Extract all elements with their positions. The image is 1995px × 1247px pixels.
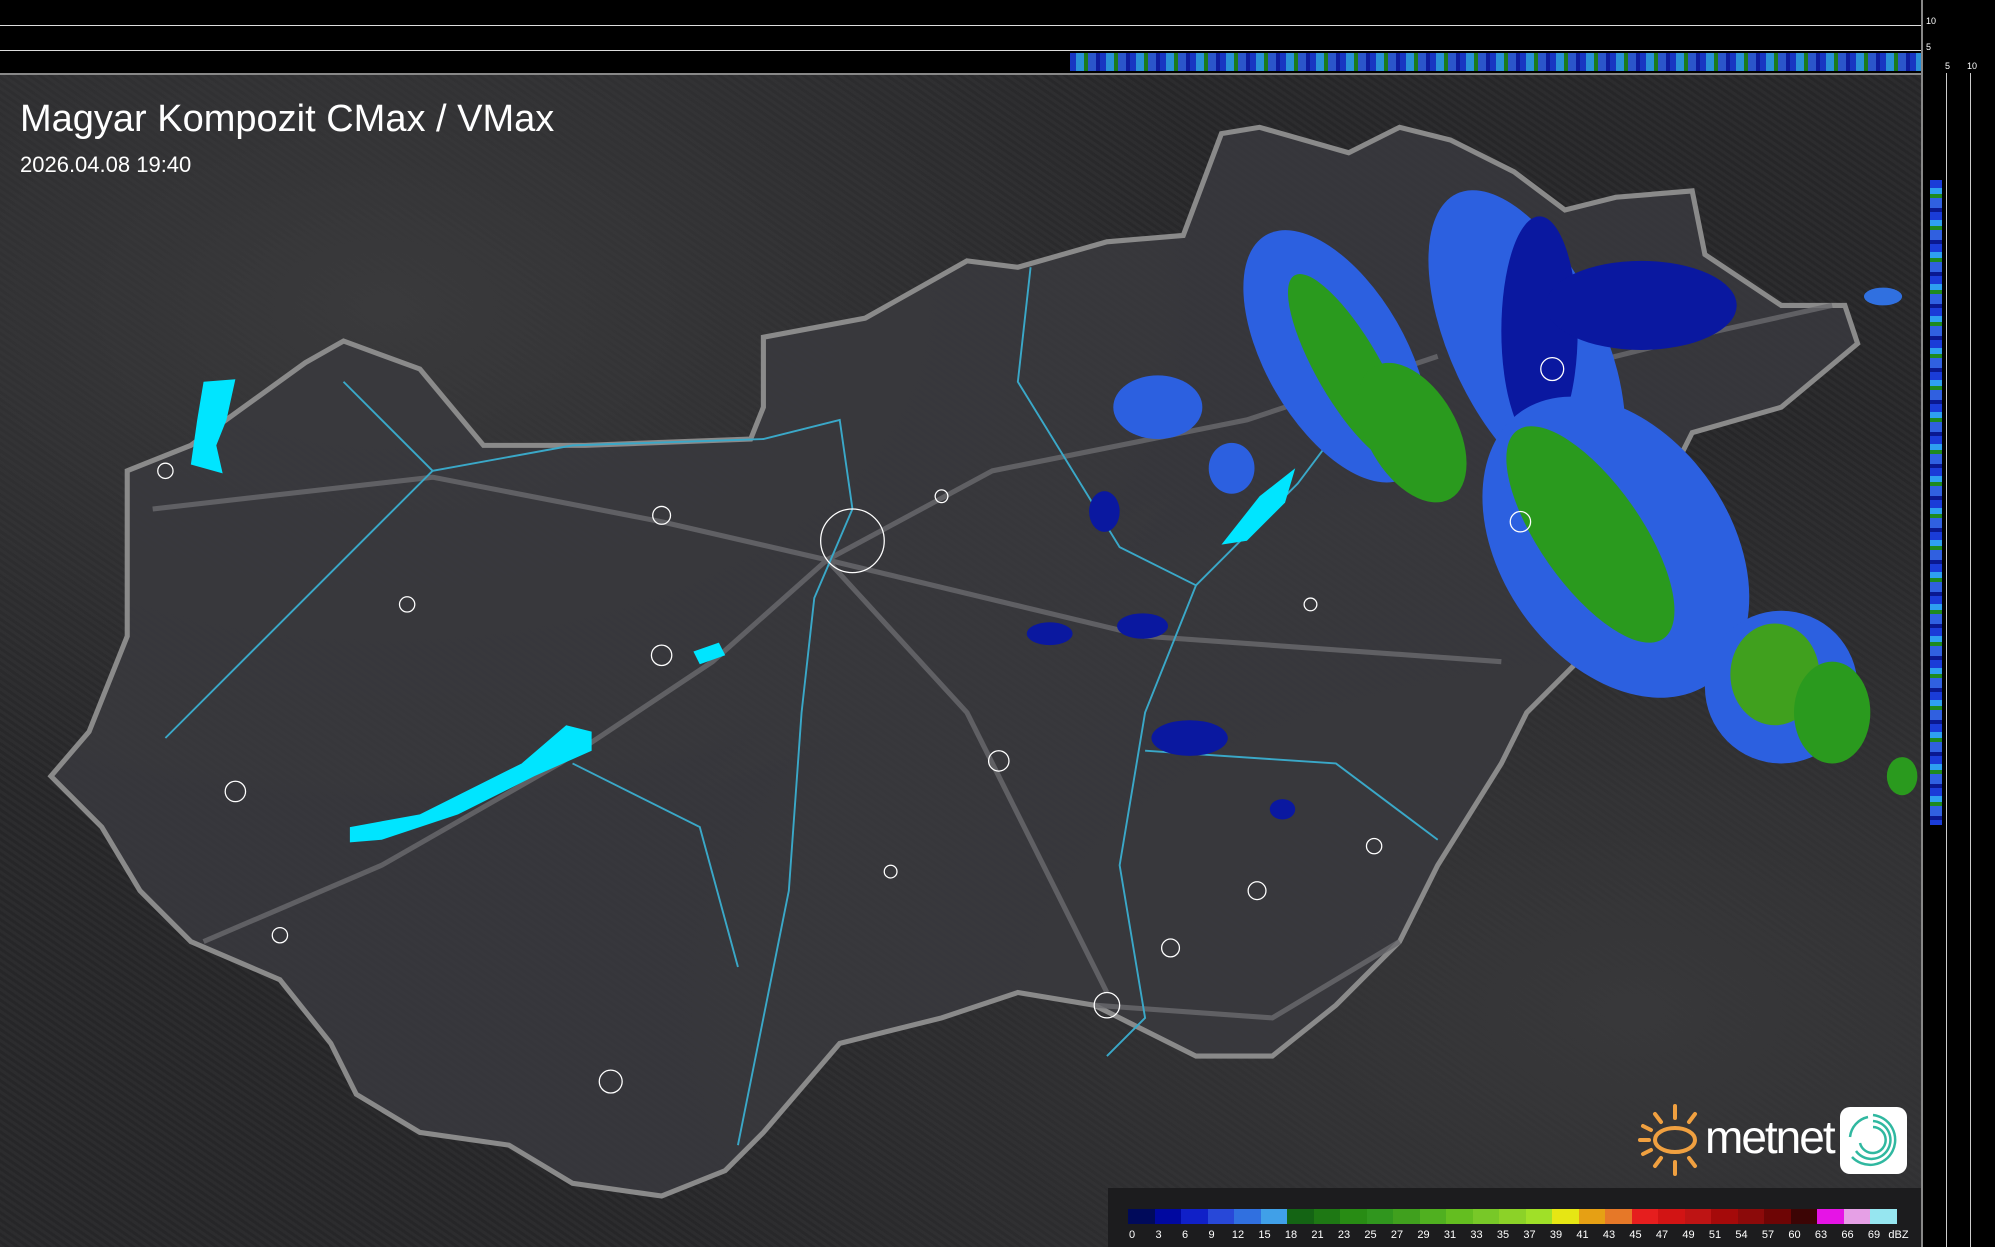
tick-label-5: 5 [1926, 42, 1932, 52]
map-timestamp: 2026.04.08 19:40 [20, 152, 192, 177]
legend-label: 3 [1155, 1229, 1162, 1241]
metnet-app-icon [1840, 1107, 1907, 1174]
gridline-10 [0, 25, 1921, 26]
lake-neusiedl [190, 379, 236, 474]
legend-unit: dBZ [1888, 1229, 1909, 1241]
legend-swatch [1234, 1209, 1261, 1224]
legend-label: 9 [1208, 1229, 1215, 1241]
legend-label: 33 [1470, 1229, 1483, 1241]
legend-swatch [1711, 1209, 1738, 1224]
legend-label: 31 [1443, 1229, 1457, 1241]
legend-label: 23 [1337, 1229, 1351, 1241]
legend-label: 21 [1311, 1229, 1324, 1241]
legend-label: 69 [1867, 1229, 1881, 1241]
logo-text: metnet [1705, 1111, 1836, 1163]
lakes [190, 379, 1296, 843]
legend-label: 45 [1629, 1229, 1642, 1241]
legend-label: 0 [1128, 1229, 1136, 1241]
lake-velence [693, 642, 726, 665]
legend-label: 43 [1602, 1229, 1616, 1241]
gridline-5 [0, 50, 1921, 51]
sun-icon [1638, 1104, 1697, 1176]
radar-echoes [1026, 190, 1918, 820]
legend-swatch [1578, 1209, 1605, 1224]
legend-label: 35 [1496, 1229, 1510, 1241]
legend-swatch [1207, 1209, 1234, 1224]
legend-label: 54 [1735, 1229, 1748, 1241]
legend-swatch [1260, 1209, 1287, 1224]
legend-swatch [1313, 1209, 1340, 1224]
gridline-v5 [1946, 73, 1947, 1247]
map-title: Magyar Kompozit CMax / VMax [20, 98, 555, 140]
legend-label: 63 [1814, 1229, 1828, 1241]
legend-label: 39 [1549, 1229, 1563, 1241]
legend-swatch [1446, 1209, 1473, 1224]
tick-label-5-horizontal: 5 [1945, 61, 1951, 71]
legend-swatch [1393, 1209, 1420, 1224]
legend-swatch [1817, 1209, 1844, 1224]
legend-swatch [1181, 1209, 1208, 1224]
legend-label: 25 [1364, 1229, 1377, 1241]
legend-swatch [1287, 1209, 1314, 1224]
legend-swatch [1552, 1209, 1579, 1224]
tick-label-10: 10 [1926, 16, 1937, 26]
dbz-color-legend: 0 3 6 9 12 15 18 21 23 25 27 29 31 33 35 37 39 41 43 45 47 49… [1108, 1188, 1921, 1247]
legend-label: 29 [1417, 1229, 1430, 1241]
legend-swatch [1658, 1209, 1685, 1224]
legend-label: 15 [1258, 1229, 1271, 1241]
legend-swatch [1684, 1209, 1711, 1224]
legend-label: 6 [1181, 1229, 1189, 1241]
legend-label: 12 [1231, 1229, 1245, 1241]
legend-swatch [1790, 1209, 1817, 1224]
legend-swatch [1128, 1209, 1155, 1224]
legend-swatch [1737, 1209, 1764, 1224]
legend-swatch [1154, 1209, 1181, 1224]
legend-labels: 0 3 6 9 12 15 18 21 23 25 27 29 31 33 35 37 39 41 43 45 47 49… [1128, 1229, 1928, 1243]
settlement-outlines [157, 356, 1565, 1094]
right-profile-echoes [1930, 180, 1942, 825]
metnet-logo[interactable]: metnet [1635, 1100, 1915, 1180]
legend-color-bar [1128, 1209, 1897, 1224]
legend-swatch [1843, 1209, 1870, 1224]
legend-swatch [1764, 1209, 1791, 1224]
gridline-v10 [1970, 73, 1971, 1247]
legend-swatch [1605, 1209, 1632, 1224]
legend-label: 66 [1841, 1229, 1854, 1241]
legend-swatch [1366, 1209, 1393, 1224]
legend-label: 60 [1788, 1229, 1801, 1241]
legend-swatch [1631, 1209, 1658, 1224]
legend-label: 47 [1655, 1229, 1669, 1241]
legend-label: 27 [1390, 1229, 1404, 1241]
legend-label: 57 [1761, 1229, 1775, 1241]
legend-label: 51 [1708, 1229, 1722, 1241]
legend-swatch [1472, 1209, 1499, 1224]
legend-label: 18 [1284, 1229, 1298, 1241]
top-height-profile [0, 0, 1921, 75]
legend-swatch [1499, 1209, 1526, 1224]
tick-label-10-horizontal: 10 [1967, 61, 1978, 71]
lake-tisza [1221, 468, 1296, 545]
legend-swatch [1340, 1209, 1367, 1224]
top-profile-echoes [1070, 53, 1921, 71]
lake-balaton [349, 725, 592, 843]
legend-swatch [1419, 1209, 1446, 1224]
legend-label: 41 [1576, 1229, 1589, 1241]
legend-label: 49 [1682, 1229, 1695, 1241]
legend-label: 37 [1523, 1229, 1536, 1241]
legend-swatch [1870, 1209, 1897, 1224]
legend-swatch [1525, 1209, 1552, 1224]
